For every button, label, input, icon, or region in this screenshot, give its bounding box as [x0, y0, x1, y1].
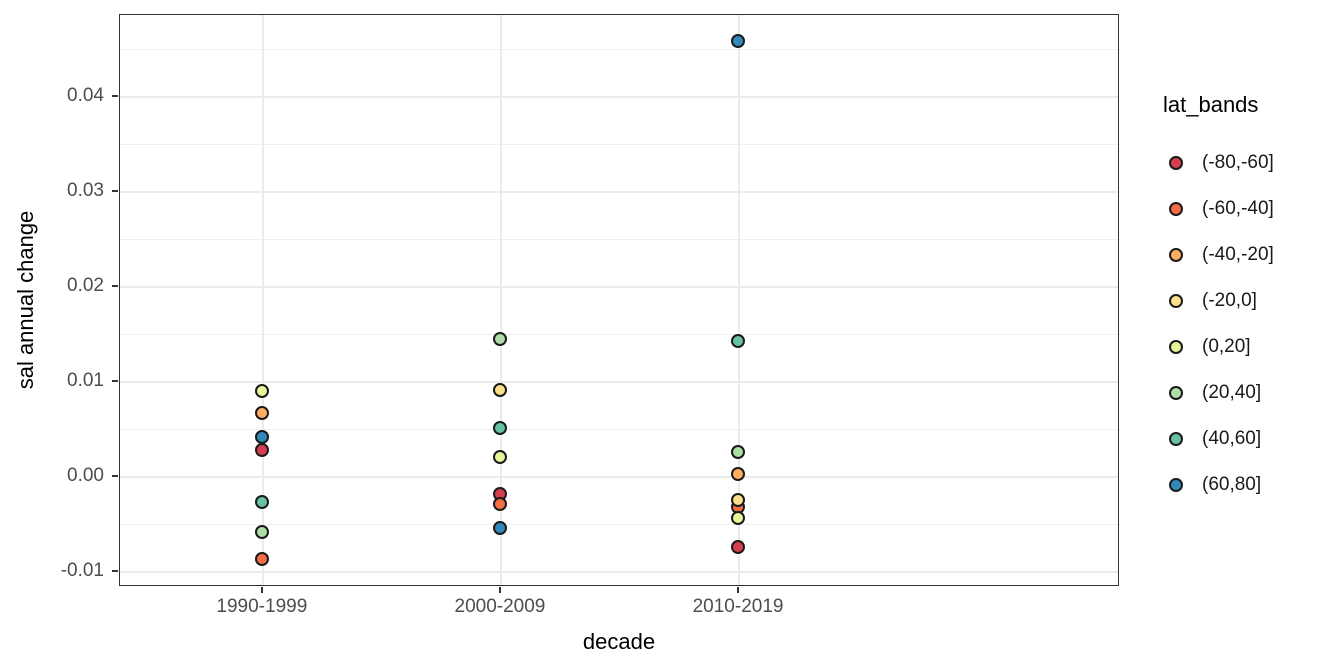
- y-axis-tick: [112, 284, 118, 287]
- legend-title: lat_bands: [1163, 92, 1259, 117]
- plot-panel: [119, 14, 1119, 586]
- data-point: [254, 429, 269, 444]
- y-gridline-major: [120, 380, 1118, 383]
- legend-item: (-20,0]: [1163, 278, 1338, 324]
- y-axis-tick: [112, 379, 118, 382]
- legend-swatch-icon: [1169, 340, 1183, 354]
- legend-item-label: (0,20]: [1202, 336, 1251, 357]
- legend-item-label: (40,60]: [1202, 428, 1262, 449]
- y-axis-tick: [112, 569, 118, 572]
- data-point: [492, 521, 507, 536]
- legend-item-label: (60,80]: [1202, 474, 1262, 495]
- legend-item: (0,20]: [1163, 324, 1338, 370]
- y-gridline-major: [120, 95, 1118, 98]
- legend-swatch-icon: [1169, 248, 1183, 262]
- y-gridline-minor: [120, 428, 1118, 430]
- data-point: [731, 493, 746, 508]
- y-tick-label: 0.00: [67, 464, 104, 486]
- y-gridline-minor: [120, 143, 1118, 145]
- data-point: [731, 510, 746, 525]
- data-point: [254, 524, 269, 539]
- x-tick-label: 2010-2019: [692, 596, 784, 617]
- data-point: [254, 443, 269, 458]
- legend-item-label: (-20,0]: [1202, 290, 1257, 311]
- legend-swatch-icon: [1169, 432, 1183, 446]
- legend-item: (20,40]: [1163, 370, 1338, 416]
- data-point: [731, 466, 746, 481]
- y-gridline-major: [120, 475, 1118, 478]
- x-axis-tick: [498, 587, 501, 593]
- x-axis-tick: [737, 587, 740, 593]
- legend-swatch-icon: [1169, 156, 1183, 170]
- data-point: [254, 406, 269, 421]
- legend-item: (60,80]: [1163, 462, 1338, 508]
- legend-swatch-icon: [1169, 478, 1183, 492]
- y-gridline-minor: [120, 523, 1118, 525]
- y-axis-tick: [112, 474, 118, 477]
- data-point: [731, 445, 746, 460]
- legend-swatch-icon: [1169, 386, 1183, 400]
- x-tick-label: 1990-1999: [216, 596, 308, 617]
- y-gridline-minor: [120, 238, 1118, 240]
- y-axis-tick: [112, 189, 118, 192]
- x-tick-label: 2000-2009: [454, 596, 546, 617]
- y-tick-label: -0.01: [60, 559, 104, 581]
- y-gridline-major: [120, 285, 1118, 288]
- legend-item: (-80,-60]: [1163, 140, 1338, 186]
- x-gridline-major: [261, 15, 264, 585]
- y-gridline-minor: [120, 48, 1118, 50]
- data-point: [731, 333, 746, 348]
- legend-item: (40,60]: [1163, 416, 1338, 462]
- x-gridline-major: [499, 15, 502, 585]
- x-gridline-major: [738, 15, 741, 585]
- data-point: [492, 383, 507, 398]
- legend-item-label: (-80,-60]: [1202, 152, 1274, 173]
- y-gridline-major: [120, 570, 1118, 573]
- x-axis-title: decade: [582, 629, 656, 654]
- data-point: [254, 384, 269, 399]
- y-tick-label: 0.01: [67, 369, 104, 391]
- data-point: [254, 495, 269, 510]
- legend-item-label: (20,40]: [1202, 382, 1262, 403]
- data-point: [492, 497, 507, 512]
- x-axis-tick: [260, 587, 263, 593]
- data-point: [731, 540, 746, 555]
- y-axis-tick: [112, 94, 118, 97]
- legend-item-label: (-40,-20]: [1202, 244, 1274, 265]
- legend-swatch-icon: [1169, 294, 1183, 308]
- data-point: [492, 449, 507, 464]
- data-point: [254, 552, 269, 567]
- y-gridline-minor: [120, 333, 1118, 335]
- data-point: [492, 421, 507, 436]
- legend-swatch-icon: [1169, 202, 1183, 216]
- y-axis-title: sal annual change: [13, 210, 38, 390]
- data-point: [731, 33, 746, 48]
- y-tick-label: 0.03: [67, 179, 104, 201]
- y-tick-label: 0.02: [67, 274, 104, 296]
- legend-items: (-80,-60] (-60,-40] (-40,-20] (-20,0] (0,20]…: [1163, 140, 1338, 508]
- legend: lat_bands (-80,-60] (-60,-40] (-40,-20] (-2…: [1163, 92, 1338, 508]
- legend-item: (-40,-20]: [1163, 232, 1338, 278]
- y-tick-label: 0.04: [67, 84, 104, 106]
- legend-item-label: (-60,-40]: [1202, 198, 1274, 219]
- data-point: [492, 331, 507, 346]
- legend-item: (-60,-40]: [1163, 186, 1338, 232]
- y-gridline-major: [120, 190, 1118, 193]
